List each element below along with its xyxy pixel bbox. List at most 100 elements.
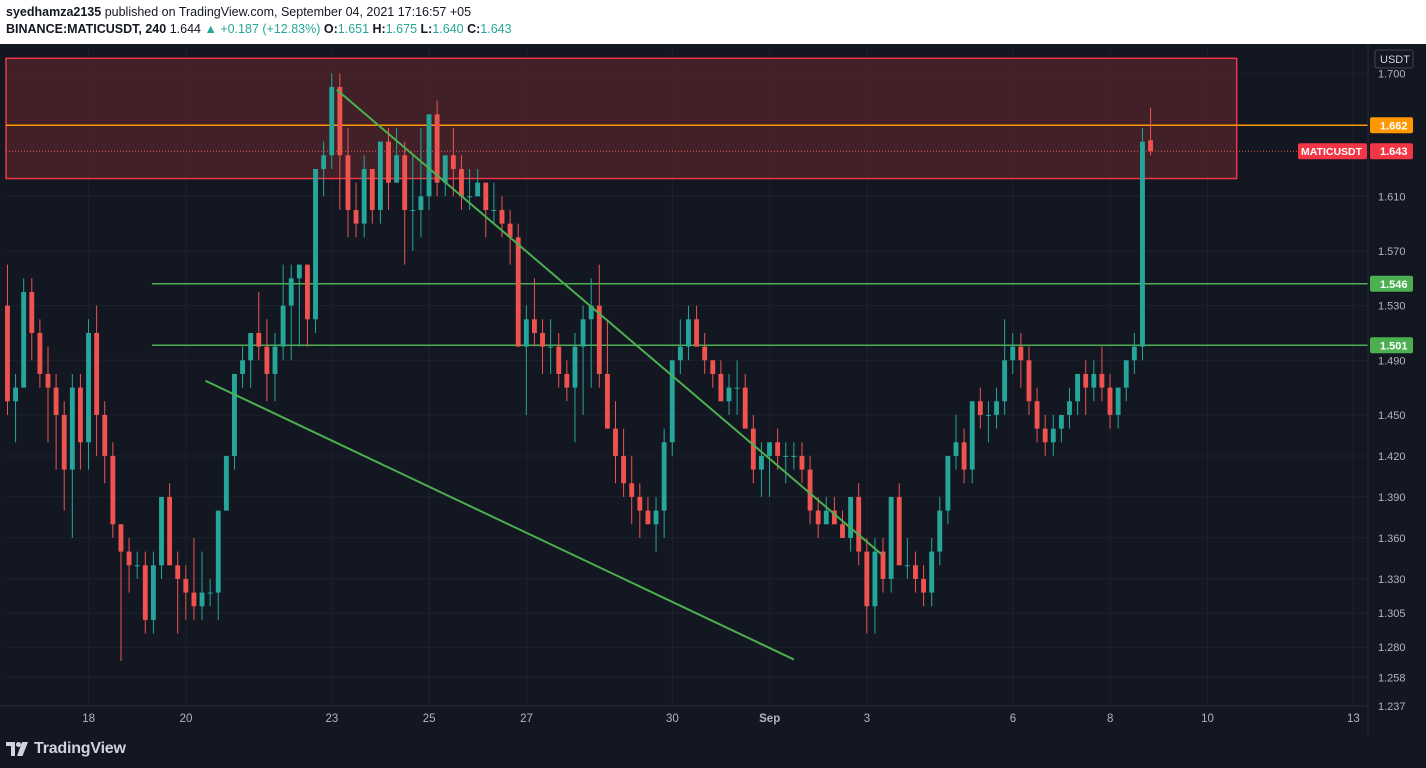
time-tick-label: 23 <box>326 713 339 725</box>
candle-body <box>531 319 537 333</box>
candle-body <box>945 455 951 511</box>
candle-body <box>815 510 821 525</box>
candle-down <box>710 360 716 388</box>
candle-body <box>21 291 27 388</box>
candle-down <box>1107 373 1113 429</box>
candle-up <box>426 114 432 210</box>
candle-body <box>961 442 967 470</box>
candle-body <box>345 155 351 210</box>
candle-up <box>321 141 327 197</box>
candle-up <box>248 332 254 388</box>
candle-body <box>750 428 756 470</box>
candle-down <box>921 565 926 607</box>
candle-up <box>215 510 221 620</box>
candle-body <box>572 346 578 388</box>
axes: 1.700 1.610 1.570 1.530 1.490 1.450 1.420 1.390… <box>0 44 1414 734</box>
price-tick-label: 1.420 <box>1378 451 1406 463</box>
candle-body <box>296 264 302 279</box>
candle-body <box>1091 373 1097 388</box>
price-tick-label: 1.330 <box>1378 574 1406 586</box>
candle-up <box>686 305 691 361</box>
candle-up <box>937 496 943 566</box>
candle-body <box>669 360 675 443</box>
candle-body <box>1067 401 1072 415</box>
candle-down <box>345 127 351 238</box>
candle-up <box>1123 360 1129 402</box>
candle-down <box>1026 346 1032 415</box>
candle-down <box>1083 360 1089 415</box>
candle-body <box>985 414 991 416</box>
candle-up <box>823 496 829 525</box>
candle-body <box>13 387 18 402</box>
candle-body <box>904 565 910 567</box>
time-tick-label: 10 <box>1201 713 1214 725</box>
candle-down <box>191 537 197 620</box>
candle-up <box>1115 387 1121 429</box>
author-name[interactable]: syedhamza2135 <box>6 5 102 19</box>
candle-body <box>1131 346 1137 361</box>
candle-down <box>961 428 967 484</box>
candle-body <box>150 565 156 620</box>
candle-body <box>499 209 505 224</box>
candle-body <box>913 565 918 579</box>
currency-text: USDT <box>1380 54 1410 66</box>
candle-body <box>758 455 764 470</box>
candle-body <box>264 346 270 374</box>
high-value: 1.675 <box>385 22 418 36</box>
candle-down <box>353 182 359 238</box>
orange-level-tag-box <box>1370 117 1413 134</box>
candle-up <box>848 496 854 552</box>
tradingview-logo[interactable]: TradingView <box>6 740 126 758</box>
candle-up <box>588 278 594 388</box>
high-label: H: <box>372 22 386 36</box>
candle-body <box>475 182 481 197</box>
close-value: 1.643 <box>480 22 512 36</box>
candle-up <box>1058 414 1064 443</box>
candle-body <box>288 278 294 306</box>
candle-body <box>840 524 845 538</box>
candle-body <box>377 141 383 210</box>
candle-body <box>953 442 959 456</box>
candle-body <box>686 319 691 347</box>
candle-body <box>1026 360 1032 402</box>
candle-body <box>872 551 878 607</box>
candle-body <box>734 387 740 389</box>
candle-body <box>775 442 781 456</box>
orange-level-tag-text: 1.662 <box>1380 120 1408 132</box>
candle-body <box>515 237 521 347</box>
candle-up <box>280 264 286 361</box>
candle-body <box>240 360 245 374</box>
support-level-tag-box <box>1370 337 1413 354</box>
candle-body <box>799 455 805 470</box>
candle-down <box>840 510 845 538</box>
trendline <box>336 88 883 556</box>
candle-down <box>718 360 724 402</box>
candle-body <box>540 332 545 347</box>
time-tick-label: Sep <box>759 713 780 725</box>
candle-down <box>167 483 173 566</box>
price-tick-label: 1.610 <box>1378 191 1406 203</box>
brand-name: TradingView <box>34 740 126 757</box>
candle-body <box>645 510 651 525</box>
candle-body <box>896 496 902 566</box>
candle-body <box>207 592 213 594</box>
candle-down <box>183 565 189 620</box>
candle-down <box>337 73 343 210</box>
candle-body <box>215 510 221 593</box>
candle-down <box>864 537 870 634</box>
price-chart[interactable]: 1.700 1.610 1.570 1.530 1.490 1.450 1.420 1.390… <box>0 44 1426 734</box>
candle-body <box>459 168 464 197</box>
candle-down <box>142 551 148 634</box>
candle-body <box>888 496 894 579</box>
candle-up <box>791 442 797 470</box>
symbol-name[interactable]: BINANCE:MATICUSDT, 240 <box>6 22 167 36</box>
candle-body <box>856 496 862 552</box>
candle-up <box>329 73 335 169</box>
time-tick-label: 3 <box>864 713 870 725</box>
candle-body <box>848 496 854 538</box>
candle-up <box>377 141 383 224</box>
candle-down <box>37 319 43 388</box>
candle-body <box>702 346 708 361</box>
candle-body <box>183 578 189 593</box>
candle-body <box>653 510 659 525</box>
